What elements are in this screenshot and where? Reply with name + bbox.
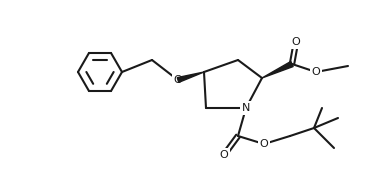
Text: O: O <box>312 67 320 77</box>
Text: O: O <box>260 139 269 149</box>
Polygon shape <box>262 61 293 78</box>
Text: O: O <box>292 37 300 47</box>
Text: N: N <box>242 103 250 113</box>
Polygon shape <box>177 72 204 82</box>
Text: O: O <box>220 150 229 160</box>
Text: O: O <box>174 75 182 85</box>
